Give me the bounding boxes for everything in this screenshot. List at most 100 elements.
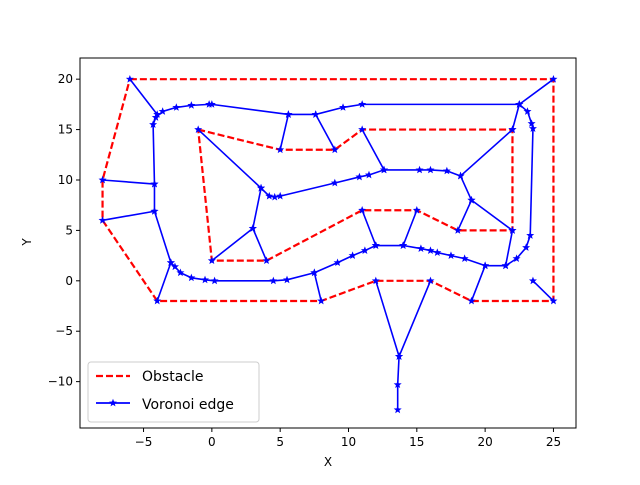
voronoi-edge: [252, 187, 262, 229]
voronoi-point: [365, 170, 373, 179]
voronoi-point: [125, 74, 134, 83]
voronoi-point: [515, 100, 524, 108]
x-tick-label: 5: [276, 435, 284, 449]
voronoi-point: [317, 296, 326, 305]
voronoi-point: [393, 380, 402, 389]
voronoi-point: [460, 254, 469, 263]
voronoi-edge: [279, 114, 290, 150]
voronoi-point: [153, 296, 162, 305]
voronoi-point: [348, 251, 357, 259]
voronoi-point: [526, 231, 535, 239]
voronoi-point: [149, 120, 158, 128]
voronoi-edge: [361, 129, 385, 171]
voronoi-point: [270, 192, 279, 201]
x-tick-label: 0: [208, 435, 216, 449]
y-tick-label: 5: [65, 223, 73, 237]
voronoi-edge: [457, 199, 473, 231]
legend-voronoi-star-icon: [109, 398, 117, 407]
voronoi-point: [380, 165, 389, 174]
voronoi-point: [333, 258, 342, 267]
voronoi-point: [248, 224, 257, 232]
x-tick-label: −5: [135, 435, 153, 449]
voronoi-point: [170, 262, 179, 271]
voronoi-edge: [102, 210, 155, 222]
y-axis-label: Y: [20, 238, 34, 247]
voronoi-point: [399, 241, 408, 249]
voronoi-point: [453, 226, 462, 234]
voronoi-edge: [470, 265, 486, 302]
voronoi-edge: [518, 78, 554, 106]
x-axis-label: X: [324, 455, 332, 469]
voronoi-point: [549, 74, 558, 83]
voronoi-point: [150, 207, 159, 215]
voronoi-point: [393, 405, 402, 414]
voronoi-point: [528, 124, 537, 132]
voronoi-point: [311, 110, 320, 118]
obstacle-segment: [197, 128, 514, 262]
voronoi-point: [467, 195, 476, 204]
voronoi-edge: [402, 209, 418, 246]
voronoi-point: [358, 206, 367, 214]
voronoi-point: [150, 179, 159, 188]
voronoi-point: [446, 251, 455, 259]
legend-voronoi-label: Voronoi edge: [142, 397, 234, 413]
voronoi-point: [426, 165, 435, 174]
voronoi-point: [501, 261, 510, 270]
voronoi-point: [176, 268, 185, 277]
voronoi-point: [210, 276, 219, 285]
voronoi-point: [276, 191, 285, 200]
y-tick-label: 0: [65, 274, 73, 288]
voronoi-edge: [313, 272, 322, 302]
voronoi-point: [426, 246, 435, 254]
voronoi-point: [395, 352, 404, 360]
voronoi-point: [442, 166, 451, 175]
voronoi-point: [549, 296, 558, 305]
voronoi-edge: [314, 114, 336, 151]
x-tick-label: 10: [341, 435, 356, 449]
voronoi-edge: [511, 104, 521, 130]
legend-box: [87, 361, 260, 423]
voronoi-point: [527, 119, 536, 127]
voronoi-point: [456, 171, 465, 180]
voronoi-point: [358, 125, 367, 133]
voronoi-point: [153, 110, 162, 118]
obstacle-segment: [101, 78, 555, 303]
voronoi-point: [412, 206, 421, 214]
voronoi-point: [415, 165, 424, 174]
y-tick-label: 10: [58, 173, 73, 187]
voronoi-point: [283, 275, 291, 284]
axes: −5 0 5 10 15 20 25 −10 −5 0 5 10 15 20: [48, 57, 577, 449]
voronoi-point: [166, 258, 175, 267]
voronoi-point: [276, 145, 285, 154]
voronoi-point: [523, 107, 532, 115]
voronoi-point: [512, 254, 521, 263]
legend-star-shape: [109, 398, 117, 407]
voronoi-point: [284, 110, 293, 118]
voronoi-point: [358, 100, 367, 108]
y-tick-label: 20: [58, 72, 73, 86]
plot-area: [98, 74, 558, 414]
voronoi-point: [172, 103, 181, 111]
voronoi-edge: [129, 78, 158, 115]
voronoi-point: [207, 256, 216, 265]
obstacle-series: [101, 78, 555, 303]
x-tick-label: 15: [409, 435, 424, 449]
voronoi-point: [194, 125, 203, 133]
voronoi-point: [360, 246, 369, 254]
voronoi-point: [265, 191, 274, 200]
voronoi-point: [416, 244, 425, 252]
voronoi-series: [98, 74, 558, 414]
voronoi-point: [187, 273, 196, 282]
voronoi-point: [262, 256, 271, 265]
voronoi-point: [508, 226, 517, 234]
voronoi-point: [339, 103, 348, 111]
voronoi-point: [98, 175, 107, 184]
voronoi-point: [310, 268, 319, 277]
legend-obstacle-label: Obstacle: [142, 369, 203, 385]
voronoi-point: [201, 275, 210, 284]
voronoi-point: [158, 107, 167, 115]
voronoi-point: [330, 178, 339, 187]
x-tick-label: 20: [477, 435, 492, 449]
